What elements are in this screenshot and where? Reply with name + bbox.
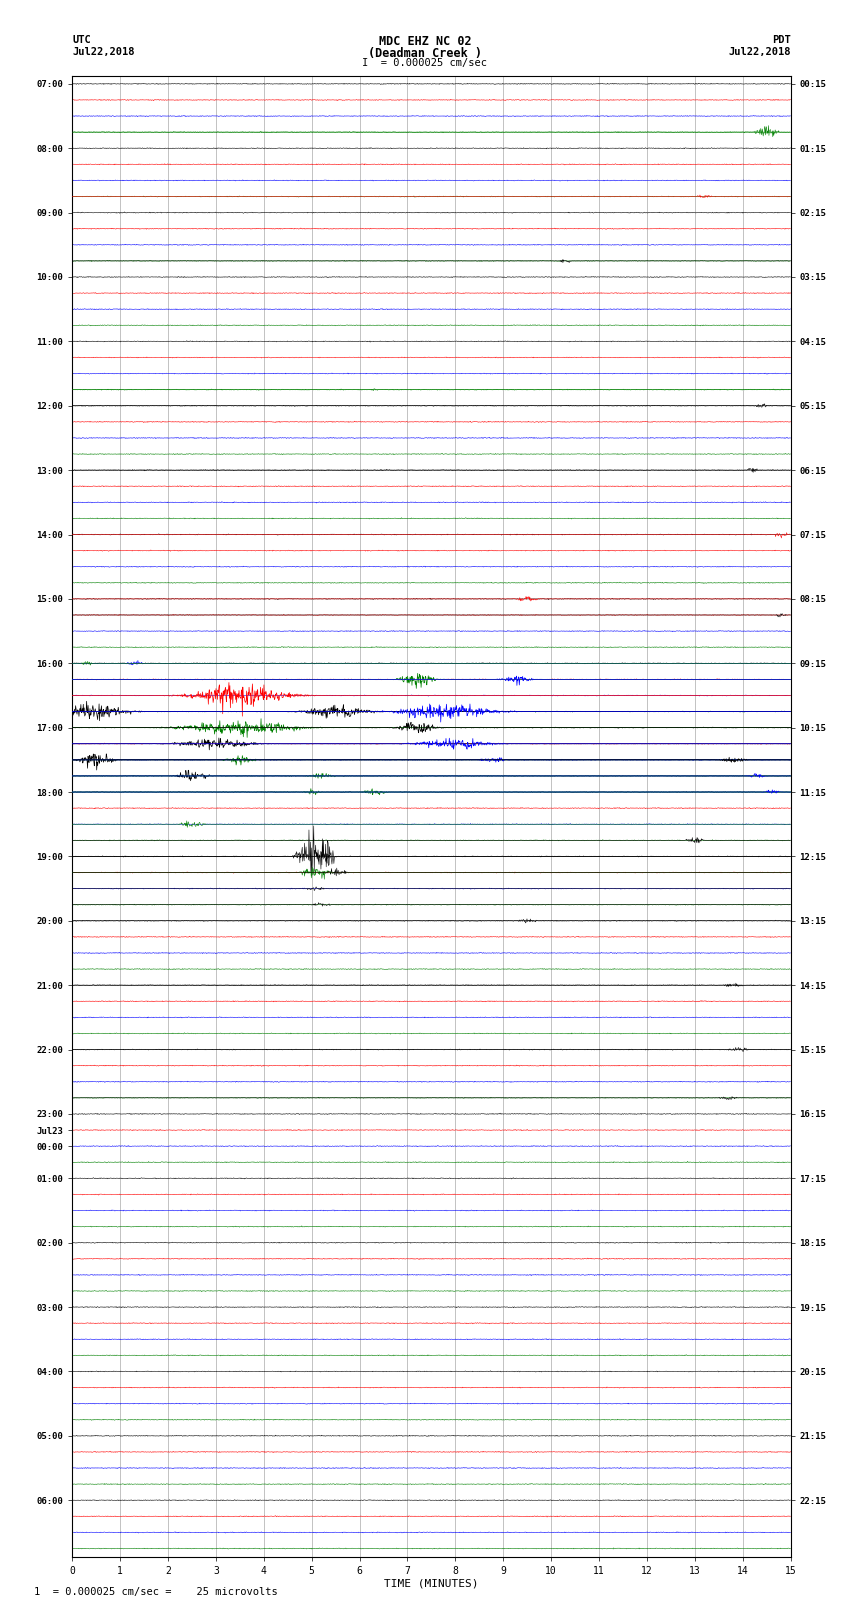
X-axis label: TIME (MINUTES): TIME (MINUTES) — [384, 1579, 479, 1589]
Text: PDT: PDT — [772, 35, 791, 45]
Text: 1  = 0.000025 cm/sec =    25 microvolts: 1 = 0.000025 cm/sec = 25 microvolts — [34, 1587, 278, 1597]
Text: (Deadman Creek ): (Deadman Creek ) — [368, 47, 482, 60]
Text: MDC EHZ NC 02: MDC EHZ NC 02 — [379, 35, 471, 48]
Text: Jul22,2018: Jul22,2018 — [72, 47, 135, 56]
Text: I  = 0.000025 cm/sec: I = 0.000025 cm/sec — [362, 58, 488, 68]
Text: UTC: UTC — [72, 35, 91, 45]
Text: Jul22,2018: Jul22,2018 — [728, 47, 791, 56]
